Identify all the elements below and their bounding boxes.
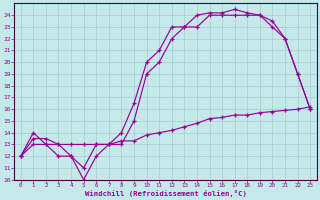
X-axis label: Windchill (Refroidissement éolien,°C): Windchill (Refroidissement éolien,°C) xyxy=(84,190,246,197)
